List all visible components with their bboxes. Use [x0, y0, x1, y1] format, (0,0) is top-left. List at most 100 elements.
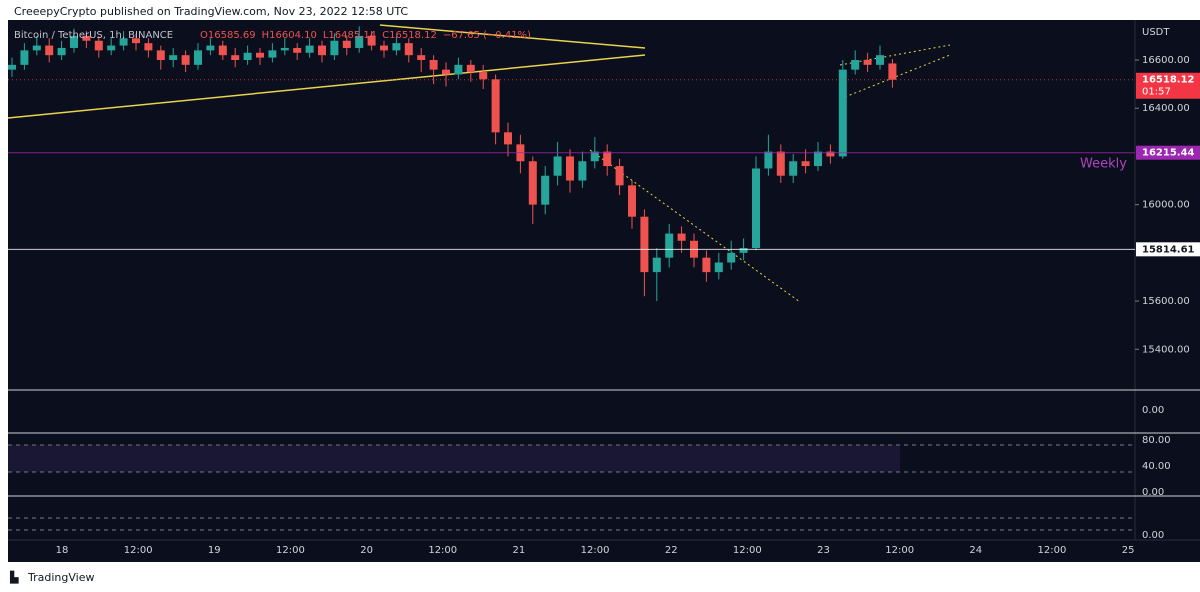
candle-body [826, 151, 835, 157]
candle-body [863, 60, 872, 65]
candle-body [615, 166, 624, 186]
candle-body [776, 151, 785, 176]
trendline [839, 44, 951, 66]
candle-body [156, 50, 165, 61]
brand-icon: ▙ [9, 570, 19, 584]
candle-body [541, 175, 550, 205]
x-tick-label: 23 [817, 545, 830, 556]
candle-body [752, 168, 760, 249]
y-tick-label: 16400.00 [1142, 103, 1190, 114]
x-tick-label: 25 [1122, 545, 1135, 556]
indicator-scale-label: 0.00 [1142, 487, 1164, 498]
x-tick-label: 12:00 [733, 545, 762, 556]
y-tick-label: 16000.00 [1142, 200, 1190, 211]
publisher: CreeepyCrypto published on TradingView.c… [14, 5, 408, 18]
candle-body [566, 156, 574, 181]
trendline [379, 24, 646, 49]
candle-body [553, 156, 562, 176]
y-tick-label: 15600.00 [1142, 296, 1190, 307]
currency: USDT [1142, 27, 1170, 38]
candle-body [714, 262, 723, 273]
candle-body [838, 69, 847, 157]
price-marker-box [1136, 145, 1200, 160]
candle-body [528, 161, 537, 205]
candle-body [107, 45, 116, 51]
candle-body [851, 60, 860, 70]
candle-body [590, 151, 599, 162]
candle-body [876, 55, 884, 65]
indicator-scale-label: 0.00 [1142, 530, 1164, 541]
candle-body [45, 45, 54, 56]
candle-body [479, 72, 488, 80]
legend-value: C16518.12 [382, 30, 437, 41]
candle-body [888, 63, 897, 80]
x-tick-label: 12:00 [581, 545, 610, 556]
candle-body [355, 35, 364, 48]
rsi-band [8, 445, 900, 472]
candle-body [739, 248, 748, 253]
candle-body [652, 257, 661, 273]
candle-body [330, 40, 339, 56]
candle-body [640, 216, 649, 273]
candle-body [789, 161, 798, 176]
x-tick-label: 12:00 [428, 545, 457, 556]
price-marker-label: 16215.44 [1142, 148, 1195, 159]
x-tick-label: 12:00 [1038, 545, 1067, 556]
candle-body [801, 161, 810, 167]
candle-body [32, 45, 41, 51]
candle-body [628, 185, 636, 217]
candle-body [231, 55, 240, 61]
candle-body [194, 50, 202, 65]
x-tick-label: 12:00 [885, 545, 914, 556]
y-tick-label: 16600.00 [1142, 55, 1190, 66]
candle-body [814, 151, 822, 167]
candle-body [82, 35, 91, 41]
candle-body [429, 60, 438, 70]
candle-body [268, 50, 277, 58]
candle-body [293, 47, 302, 53]
price-axis-bg [1135, 20, 1200, 562]
trendline [844, 54, 951, 98]
candle-body [206, 45, 215, 51]
candle-body [57, 47, 66, 56]
symbol-title: Bitcoin / TetherUS, 1h, BINANCE [14, 30, 173, 41]
candle-body [243, 52, 252, 61]
candle-body [144, 43, 153, 51]
candle-body [417, 55, 426, 61]
y-tick-label: 15400.00 [1142, 344, 1190, 355]
trendline [589, 149, 801, 303]
x-tick-label: 22 [665, 545, 678, 556]
candle-body [20, 50, 29, 65]
x-tick-label: 24 [969, 545, 982, 556]
price-marker-box [1136, 72, 1200, 99]
candle-body [764, 151, 773, 169]
candle-body [8, 64, 16, 70]
candle-body [342, 40, 351, 48]
candle-body [727, 252, 736, 263]
brand: TradingView [27, 571, 94, 584]
candle-body [504, 132, 512, 145]
annotation: Weekly [1080, 157, 1127, 172]
price-marker-label: 15814.61 [1142, 244, 1195, 255]
candle-body [603, 151, 612, 167]
indicator-scale-label: 0.00 [1142, 405, 1164, 416]
candle-body [677, 233, 686, 241]
candle-body [454, 64, 463, 75]
candle-body [702, 257, 711, 273]
candle-body [169, 55, 178, 61]
x-tick-label: 20 [360, 545, 373, 556]
indicator-scale-label: 40.00 [1142, 461, 1171, 472]
x-tick-label: 18 [56, 545, 69, 556]
candle-body [70, 35, 78, 48]
candle-body [442, 69, 450, 75]
price-marker-label: 16518.12 [1142, 75, 1195, 86]
candle-body [491, 79, 500, 133]
candle-body [318, 45, 326, 56]
candle-body [665, 233, 674, 258]
legend-value: O16585.69 [200, 30, 256, 41]
x-tick-label: 19 [208, 545, 221, 556]
candle-body [256, 52, 264, 58]
candle-body [305, 45, 314, 53]
legend-value: L16485.14 [323, 30, 376, 41]
